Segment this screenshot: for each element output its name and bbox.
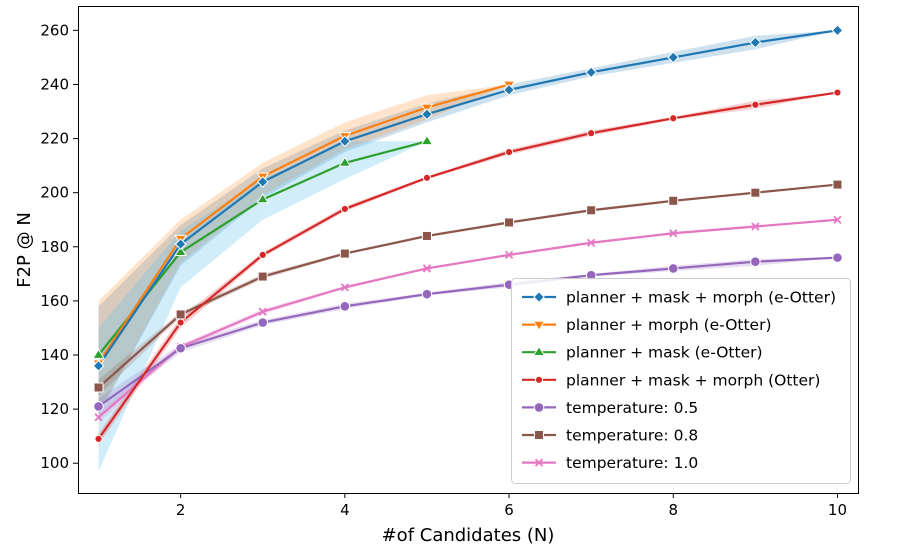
legend-label: temperature: 0.8 xyxy=(566,427,698,445)
legend-label: planner + mask (e-Otter) xyxy=(566,344,763,362)
diamond-marker xyxy=(585,66,598,79)
circle-marker xyxy=(421,288,433,300)
x-tick-label: 10 xyxy=(828,501,847,519)
x-marker xyxy=(751,222,760,231)
square-marker xyxy=(257,271,268,282)
legend: planner + mask + morph (e-Otter) planner … xyxy=(511,278,851,484)
confidence-band xyxy=(98,219,838,423)
diamond-marker xyxy=(92,359,105,372)
circle-marker xyxy=(94,434,103,443)
square-marker xyxy=(504,217,515,228)
circle-marker xyxy=(832,252,843,263)
circle-marker xyxy=(504,148,514,157)
triangle-up-marker xyxy=(532,345,546,356)
series-line xyxy=(97,91,838,440)
y-tick-label: 240 xyxy=(40,75,69,93)
triangle-up-marker xyxy=(92,348,105,359)
series-line xyxy=(97,29,838,367)
circle-marker xyxy=(422,173,432,182)
legend-label: planner + mask + morph (e-Otter) xyxy=(566,289,836,307)
x-marker xyxy=(833,215,842,224)
y-tick-label: 140 xyxy=(40,346,69,364)
series-line xyxy=(97,218,838,419)
diamond-marker xyxy=(503,83,515,96)
circle-marker xyxy=(667,263,679,274)
x-marker xyxy=(534,458,544,467)
legend-label: planner + mask + morph (Otter) xyxy=(566,371,820,389)
y-tick-label: 220 xyxy=(40,130,69,148)
square-marker xyxy=(339,248,350,259)
diamond-marker xyxy=(749,36,762,49)
series-line xyxy=(97,183,838,389)
x-marker xyxy=(94,413,103,422)
y-axis-label: F2P @ N xyxy=(14,212,35,288)
circle-marker xyxy=(833,88,842,97)
x-tick-label: 2 xyxy=(176,501,186,519)
square-marker xyxy=(832,179,843,190)
x-marker xyxy=(340,283,349,292)
circle-marker xyxy=(751,100,760,109)
series-line xyxy=(97,256,838,408)
x-tick-label: 4 xyxy=(340,501,350,519)
x-marker xyxy=(669,229,678,238)
circle-marker xyxy=(669,114,678,123)
square-marker xyxy=(750,187,761,198)
diamond-marker xyxy=(338,135,351,148)
circle-marker xyxy=(587,129,596,138)
x-tick-label: 6 xyxy=(504,501,514,519)
circle-marker xyxy=(93,401,104,412)
x-axis-ticks: 2 4 6 8 10 xyxy=(176,493,847,519)
triangle-up-marker xyxy=(420,134,434,146)
square-marker xyxy=(534,430,544,440)
circle-marker xyxy=(176,318,185,327)
x-tick-label: 8 xyxy=(668,501,678,519)
series-markers xyxy=(92,24,844,443)
square-marker xyxy=(93,382,104,393)
circle-marker xyxy=(339,301,351,312)
plot-frame xyxy=(78,6,859,494)
circle-marker xyxy=(340,204,349,214)
legend-label: temperature: 0.5 xyxy=(566,399,698,417)
triangle-up-marker xyxy=(256,193,270,204)
circle-marker xyxy=(257,317,269,328)
x-marker xyxy=(422,264,432,273)
y-tick-label: 200 xyxy=(40,184,69,202)
circle-marker xyxy=(175,342,186,354)
x-marker xyxy=(258,307,267,316)
triangle-down-marker xyxy=(532,320,546,332)
diamond-marker xyxy=(831,24,844,37)
y-tick-label: 160 xyxy=(40,292,69,310)
circle-marker xyxy=(258,250,267,260)
triangle-up-marker xyxy=(174,245,188,257)
confidence-band xyxy=(98,30,838,415)
circle-marker xyxy=(533,402,545,413)
diamond-marker xyxy=(174,238,187,250)
triangle-up-marker xyxy=(338,156,352,167)
square-marker xyxy=(668,195,679,206)
legend-label: temperature: 1.0 xyxy=(566,454,698,472)
square-marker xyxy=(421,230,432,241)
confidence-band xyxy=(98,141,427,472)
y-tick-label: 120 xyxy=(40,400,69,418)
square-marker xyxy=(175,309,186,320)
circle-marker xyxy=(534,375,544,384)
legend-box xyxy=(511,278,851,484)
square-marker xyxy=(586,205,597,216)
circle-marker xyxy=(750,256,761,267)
y-tick-label: 260 xyxy=(40,21,69,39)
series-lines xyxy=(97,29,838,440)
series-line xyxy=(97,83,510,364)
x-marker xyxy=(587,238,596,247)
x-marker xyxy=(504,250,514,260)
diamond-marker xyxy=(667,51,680,64)
diamond-marker xyxy=(421,108,433,121)
y-axis-ticks: 100 120 140 160 180 200 220 240 260 xyxy=(40,21,78,472)
diamond-marker xyxy=(533,291,545,303)
x-axis-label: #of Candidates (N) xyxy=(382,525,555,546)
legend-label: planner + morph (e-Otter) xyxy=(566,316,772,334)
y-tick-label: 180 xyxy=(40,238,69,256)
y-tick-label: 100 xyxy=(40,454,69,472)
diamond-marker xyxy=(256,175,269,188)
